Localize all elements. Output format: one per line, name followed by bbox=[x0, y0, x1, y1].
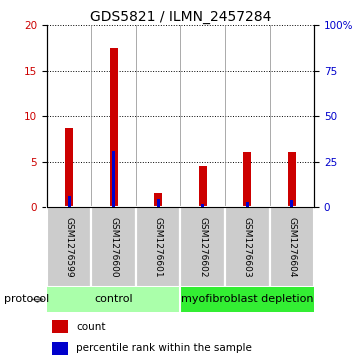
Bar bbox=[201, 204, 204, 207]
FancyBboxPatch shape bbox=[136, 207, 180, 287]
Text: GSM1276600: GSM1276600 bbox=[109, 216, 118, 277]
FancyBboxPatch shape bbox=[180, 207, 225, 287]
Bar bbox=[65, 128, 73, 207]
Text: GSM1276602: GSM1276602 bbox=[198, 217, 207, 277]
FancyBboxPatch shape bbox=[270, 207, 314, 287]
Text: percentile rank within the sample: percentile rank within the sample bbox=[76, 343, 252, 354]
Bar bbox=[68, 196, 70, 207]
Text: count: count bbox=[76, 322, 106, 332]
Bar bbox=[112, 151, 115, 207]
Bar bbox=[288, 152, 296, 207]
Bar bbox=[110, 48, 118, 207]
Bar bbox=[154, 193, 162, 207]
FancyBboxPatch shape bbox=[180, 287, 314, 312]
Text: GSM1276599: GSM1276599 bbox=[65, 216, 74, 277]
Bar bbox=[52, 342, 68, 355]
Text: GSM1276604: GSM1276604 bbox=[287, 217, 296, 277]
FancyBboxPatch shape bbox=[225, 207, 270, 287]
Title: GDS5821 / ILMN_2457284: GDS5821 / ILMN_2457284 bbox=[90, 11, 271, 24]
Bar bbox=[52, 320, 68, 333]
FancyBboxPatch shape bbox=[47, 207, 91, 287]
Text: protocol: protocol bbox=[4, 294, 49, 305]
Text: GSM1276601: GSM1276601 bbox=[154, 216, 163, 277]
FancyBboxPatch shape bbox=[47, 287, 180, 312]
Bar bbox=[291, 200, 293, 207]
Bar bbox=[157, 199, 160, 207]
Text: GSM1276603: GSM1276603 bbox=[243, 216, 252, 277]
FancyBboxPatch shape bbox=[91, 207, 136, 287]
Text: control: control bbox=[95, 294, 133, 305]
Bar bbox=[243, 152, 251, 207]
Bar bbox=[246, 202, 249, 207]
Text: myofibroblast depletion: myofibroblast depletion bbox=[181, 294, 314, 305]
Bar bbox=[199, 166, 207, 207]
